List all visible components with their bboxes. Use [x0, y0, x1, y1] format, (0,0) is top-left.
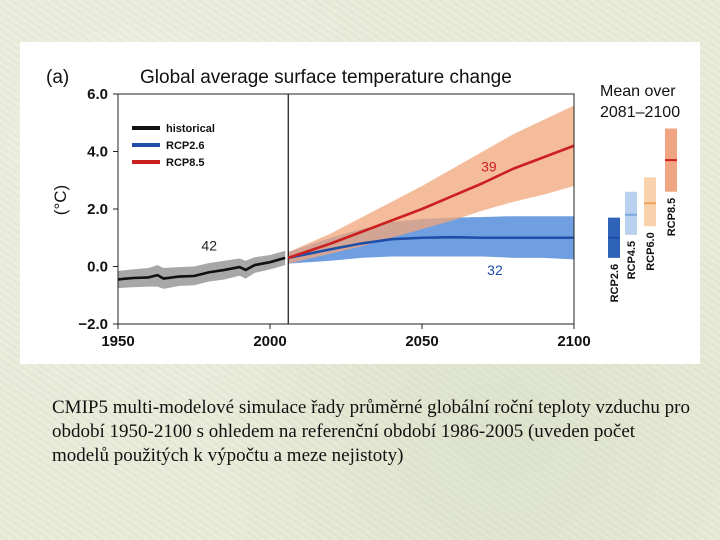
- line-historical: [117, 256, 286, 281]
- mean-bar-label-rcp8-5: RCP8.5: [666, 198, 678, 237]
- line-rcp8-5: [287, 144, 575, 260]
- y-tick-label: 0.0: [87, 259, 108, 276]
- band-historical: [118, 250, 286, 289]
- mean-bar-label-rcp6-0: RCP6.0: [645, 232, 657, 271]
- uncertainty-bands: [118, 105, 574, 289]
- mean-bar-label-rcp2-6: RCP2.6: [609, 264, 621, 303]
- mean-title-line2: 2081–2100: [600, 104, 680, 121]
- mean-bar-rcp4-5: [625, 191, 637, 235]
- y-tick-label: 2.0: [87, 201, 108, 218]
- x-tick-label: 2100: [557, 333, 590, 350]
- mean-title-line1: Mean over: [600, 83, 676, 100]
- x-tick-label: 1950: [101, 333, 134, 350]
- band-rcp8-5: [288, 105, 574, 264]
- y-tick-label: 4.0: [87, 144, 108, 161]
- model-count-rcp2-6: 32: [487, 262, 503, 278]
- band-rcp2-6: [288, 216, 574, 264]
- panel-label: (a): [46, 67, 69, 88]
- legend-label-historical: historical: [166, 123, 215, 135]
- figure-panel: 6.0 4.0 2.0 0.0 −2.0 1950 2000 2050 2100 histori…: [20, 42, 700, 364]
- model-counts: 42 32 39: [201, 159, 503, 279]
- x-tick-label: 2000: [253, 333, 286, 350]
- legend-label-rcp8-5: RCP8.5: [166, 157, 205, 169]
- model-count-historical: 42: [201, 238, 217, 254]
- y-axis-label: (°C): [51, 185, 70, 215]
- x-tick-label: 2050: [405, 333, 438, 350]
- y-tick-label: 6.0: [87, 86, 108, 103]
- mean-2081-2100-bars: RCP2.6 RCP4.5 RCP6.0 RCP8.5: [608, 128, 678, 303]
- chart-title: Global average surface temperature chang…: [140, 67, 512, 88]
- series-lines: [117, 144, 575, 281]
- figure-caption: CMIP5 multi-modelové simulace řady průmě…: [52, 397, 690, 466]
- legend: historical RCP2.6 RCP8.5: [132, 123, 215, 169]
- model-count-rcp8-5: 39: [481, 159, 497, 175]
- legend-label-rcp2-6: RCP2.6: [166, 140, 205, 152]
- y-tick-label: −2.0: [78, 316, 108, 333]
- mean-bar-label-rcp4-5: RCP4.5: [626, 241, 638, 280]
- line-rcp2-6: [287, 235, 574, 260]
- mean-bar-rcp6-0: [644, 177, 656, 227]
